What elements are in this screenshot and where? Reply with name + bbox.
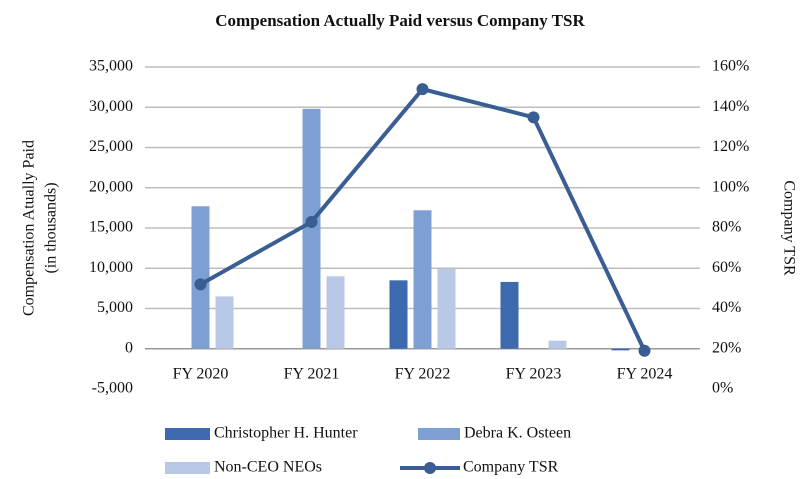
x-tick-label: FY 2022 bbox=[395, 365, 451, 382]
legend-label: Christopher H. Hunter bbox=[214, 425, 358, 442]
y-tick-label: 20,000 bbox=[89, 178, 133, 195]
y-tick-label: 0 bbox=[125, 339, 133, 356]
y2-tick-label: 0% bbox=[712, 380, 733, 397]
y-tick-label: 25,000 bbox=[89, 138, 133, 155]
x-tick-label: FY 2024 bbox=[617, 365, 673, 382]
y2-tick-label: 140% bbox=[712, 98, 749, 115]
y2-tick-label: 160% bbox=[712, 58, 749, 75]
y2-tick-label: 100% bbox=[712, 178, 749, 195]
tsr-marker bbox=[527, 111, 540, 124]
bar bbox=[215, 296, 234, 349]
chart-title: Compensation Actually Paid versus Compan… bbox=[215, 11, 585, 30]
y-tick-label: 30,000 bbox=[89, 98, 133, 115]
legend-label: Debra K. Osteen bbox=[464, 425, 571, 442]
bar bbox=[437, 269, 456, 349]
x-tick-label: FY 2020 bbox=[173, 365, 229, 382]
y-axis-label: (in thousands) bbox=[43, 182, 60, 273]
y-tick-label: -5,000 bbox=[92, 380, 133, 397]
tsr-marker bbox=[638, 344, 651, 357]
y-axis-label: Compensation Atually Paid bbox=[21, 140, 38, 316]
bar bbox=[548, 340, 567, 349]
legend-label: Non-CEO NEOs bbox=[214, 459, 322, 476]
x-tick-label: FY 2023 bbox=[506, 365, 562, 382]
x-tick-label: FY 2021 bbox=[284, 365, 340, 382]
legend-swatch bbox=[165, 462, 210, 474]
bar bbox=[413, 210, 432, 349]
bar bbox=[389, 280, 408, 349]
bar bbox=[326, 276, 345, 349]
y-tick-label: 5,000 bbox=[97, 299, 133, 316]
bar bbox=[500, 281, 519, 349]
legend-label: Company TSR bbox=[463, 459, 559, 476]
y2-tick-label: 40% bbox=[712, 299, 741, 316]
y2-tick-label: 120% bbox=[712, 138, 749, 155]
y-tick-label: 10,000 bbox=[89, 259, 133, 276]
y-tick-label: 15,000 bbox=[89, 219, 133, 236]
legend-swatch bbox=[165, 428, 210, 440]
bar bbox=[302, 108, 321, 349]
bar bbox=[611, 348, 630, 351]
y2-axis-label: Company TSR bbox=[780, 180, 797, 276]
y2-tick-label: 80% bbox=[712, 219, 741, 236]
tsr-marker bbox=[305, 215, 318, 228]
legend-swatch bbox=[418, 428, 460, 440]
tsr-marker bbox=[416, 83, 429, 96]
y2-tick-label: 20% bbox=[712, 339, 741, 356]
legend-marker bbox=[424, 462, 436, 474]
bar bbox=[191, 206, 210, 349]
tsr-marker bbox=[194, 278, 207, 291]
y2-tick-label: 60% bbox=[712, 259, 741, 276]
y-tick-label: 35,000 bbox=[89, 58, 133, 75]
